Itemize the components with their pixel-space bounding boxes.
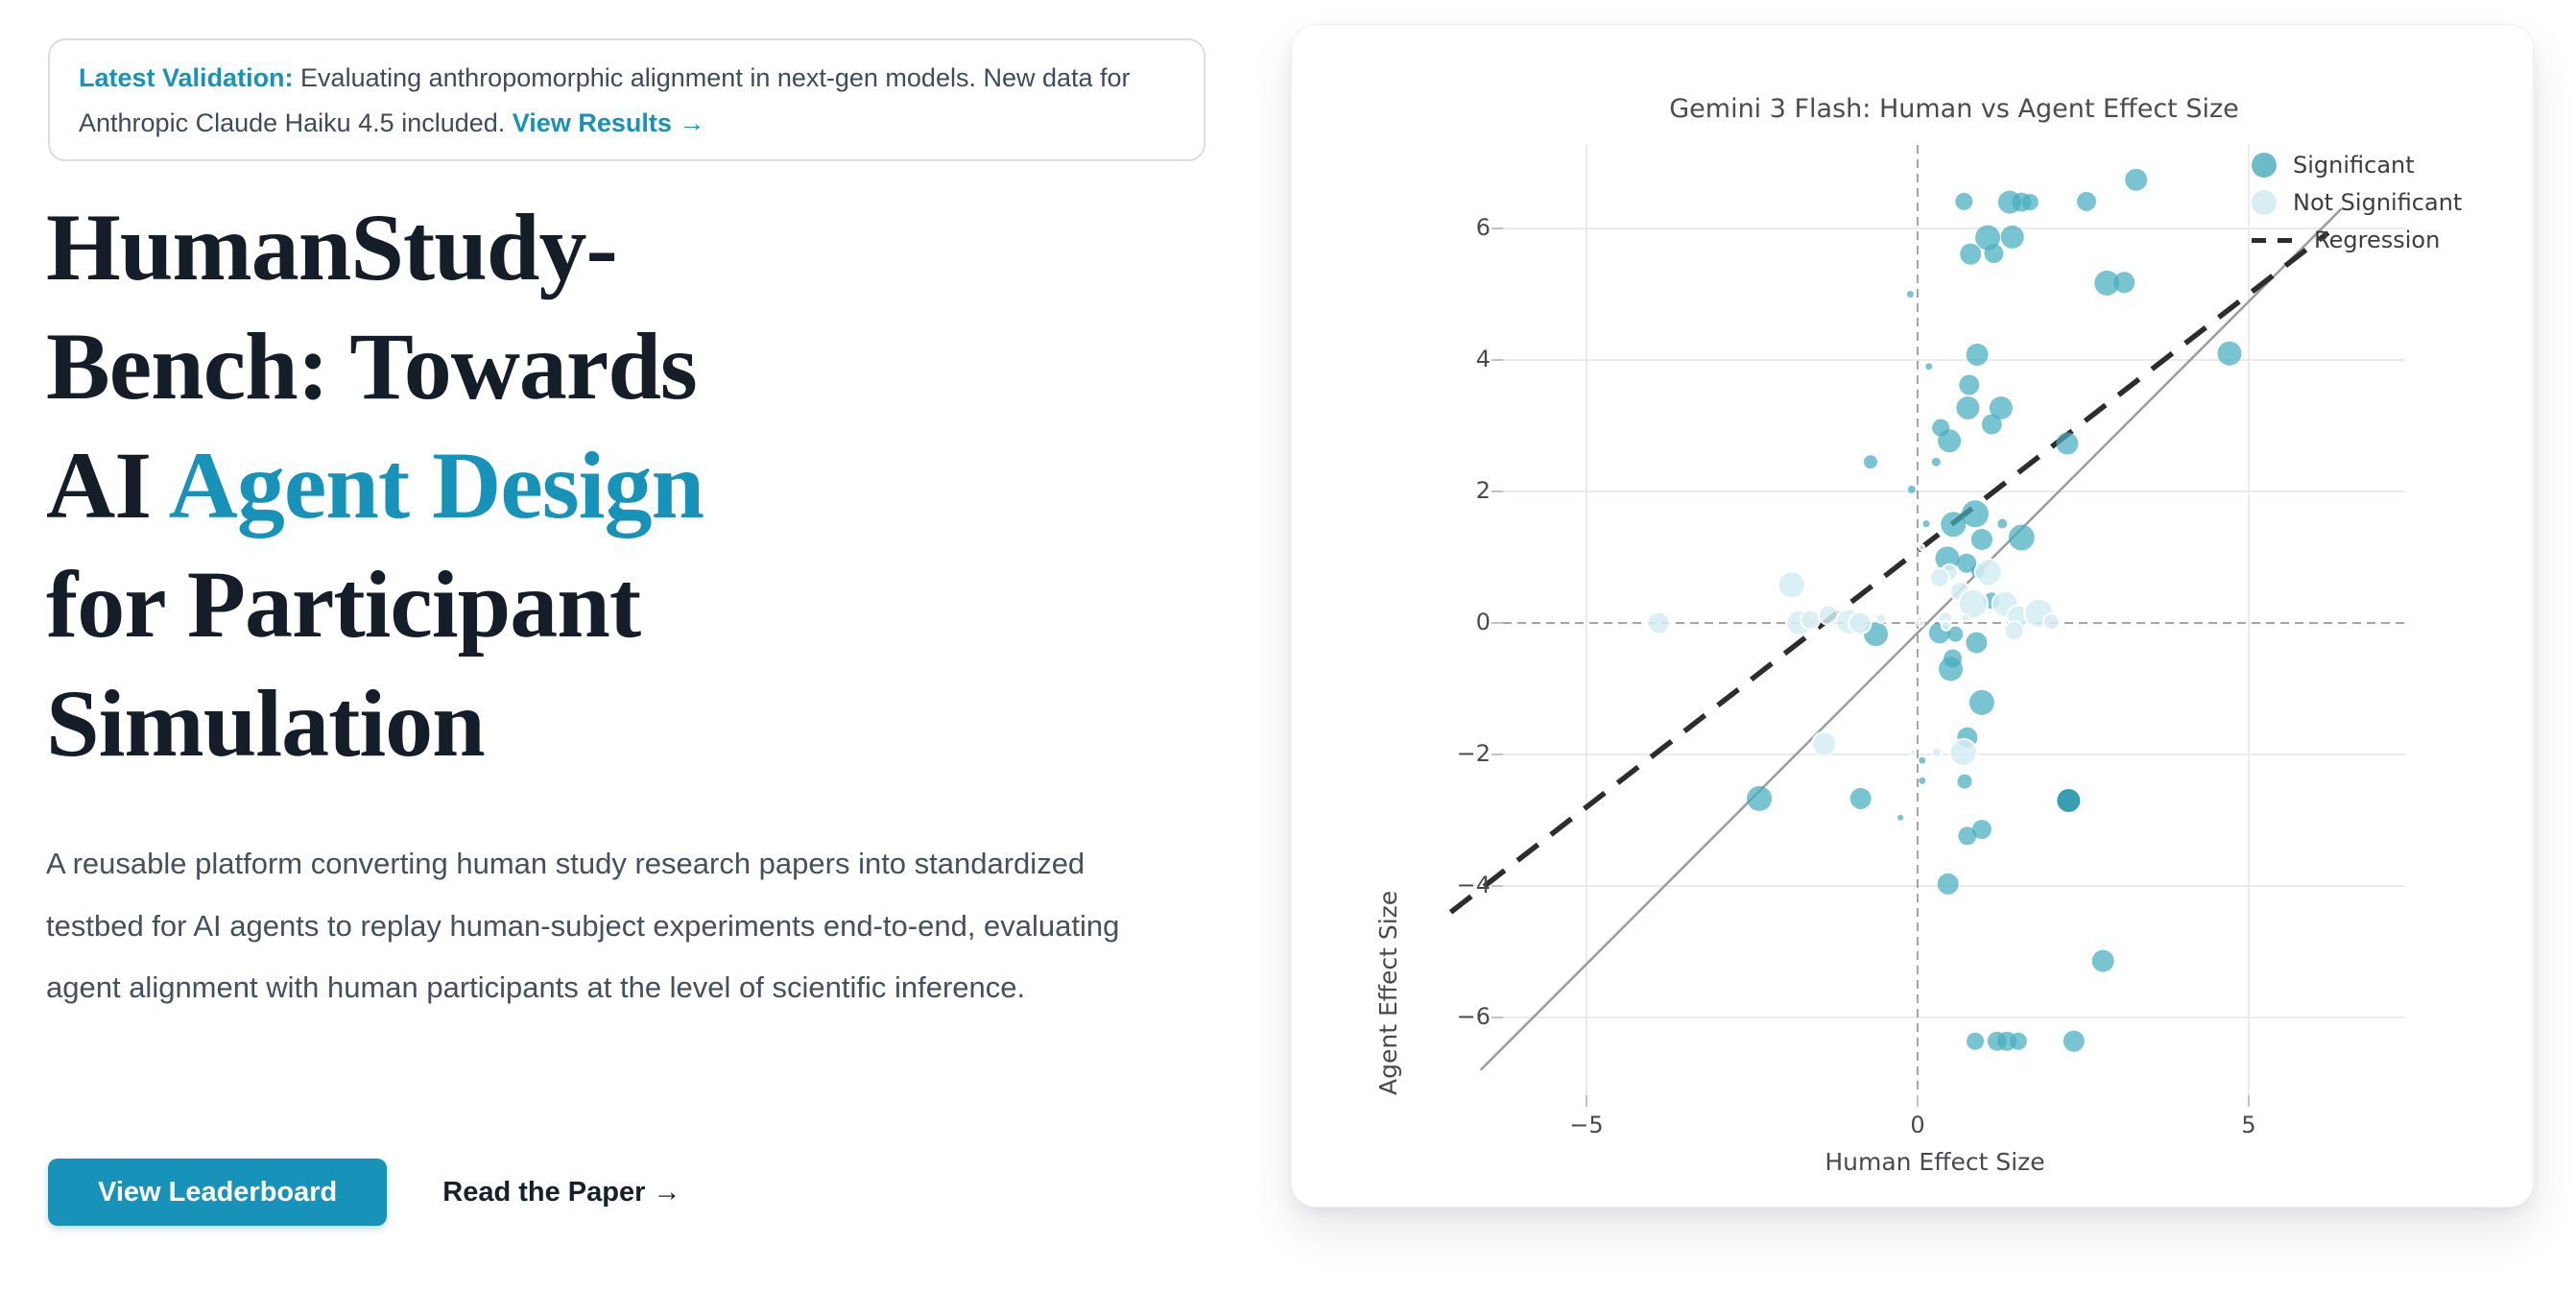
x-tick-label: 0 — [1910, 1112, 1925, 1138]
chart-title: Gemini 3 Flash: Human vs Agent Effect Si… — [1669, 94, 2239, 124]
y-tick-label: −6 — [1456, 1003, 1491, 1030]
hero-description: A reusable platform converting human stu… — [46, 847, 1120, 1004]
significant-marker-icon — [2252, 153, 2277, 178]
read-paper-link[interactable]: Read the Paper → — [442, 1176, 681, 1208]
legend-row-significant: Significant — [2252, 152, 2462, 179]
cta-row: View Leaderboard Read the Paper → — [48, 1159, 680, 1226]
y-tick-label: 6 — [1475, 214, 1491, 241]
chart-legend: Significant Not Significant Regression — [2252, 152, 2462, 253]
title-line: Bench: Towards — [46, 313, 698, 419]
title-line: AI Agent Design — [46, 432, 704, 538]
not-significant-marker-icon — [2252, 190, 2277, 215]
y-tick-label: −4 — [1456, 872, 1491, 898]
validation-banner: Latest Validation: Evaluating anthropomo… — [48, 38, 1205, 161]
chart-card: Gemini 3 Flash: Human vs Agent Effect Si… — [1291, 24, 2534, 1208]
x-axis-label: Human Effect Size — [1825, 1148, 2045, 1176]
title-line: HumanStudy- — [46, 194, 618, 300]
view-leaderboard-button[interactable]: View Leaderboard — [48, 1159, 388, 1226]
view-results-link[interactable]: View Results → — [512, 108, 705, 137]
y-tick-label: −2 — [1456, 740, 1491, 767]
banner-text: Evaluating anthropomorphic alignment in … — [79, 63, 1131, 137]
title-line: Simulation — [46, 670, 486, 777]
regression-line-icon — [2252, 237, 2298, 243]
y-tick-label: 0 — [1475, 609, 1491, 635]
x-tick-label: −5 — [1569, 1112, 1604, 1138]
x-tick-label: 5 — [2241, 1112, 2256, 1138]
legend-row-regression: Regression — [2252, 227, 2462, 253]
banner-highlight: Latest Validation: — [79, 63, 294, 92]
legend-row-not-significant: Not Significant — [2252, 189, 2462, 216]
y-tick-label: 2 — [1475, 477, 1491, 504]
title-line: for Participant — [46, 551, 641, 658]
y-axis-label: Agent Effect Size — [1374, 890, 1402, 1095]
scatter-plot — [1448, 145, 2405, 1107]
page-title: HumanStudy- Bench: Towards AI Agent Desi… — [46, 188, 1063, 783]
y-tick-label: 4 — [1475, 346, 1491, 372]
